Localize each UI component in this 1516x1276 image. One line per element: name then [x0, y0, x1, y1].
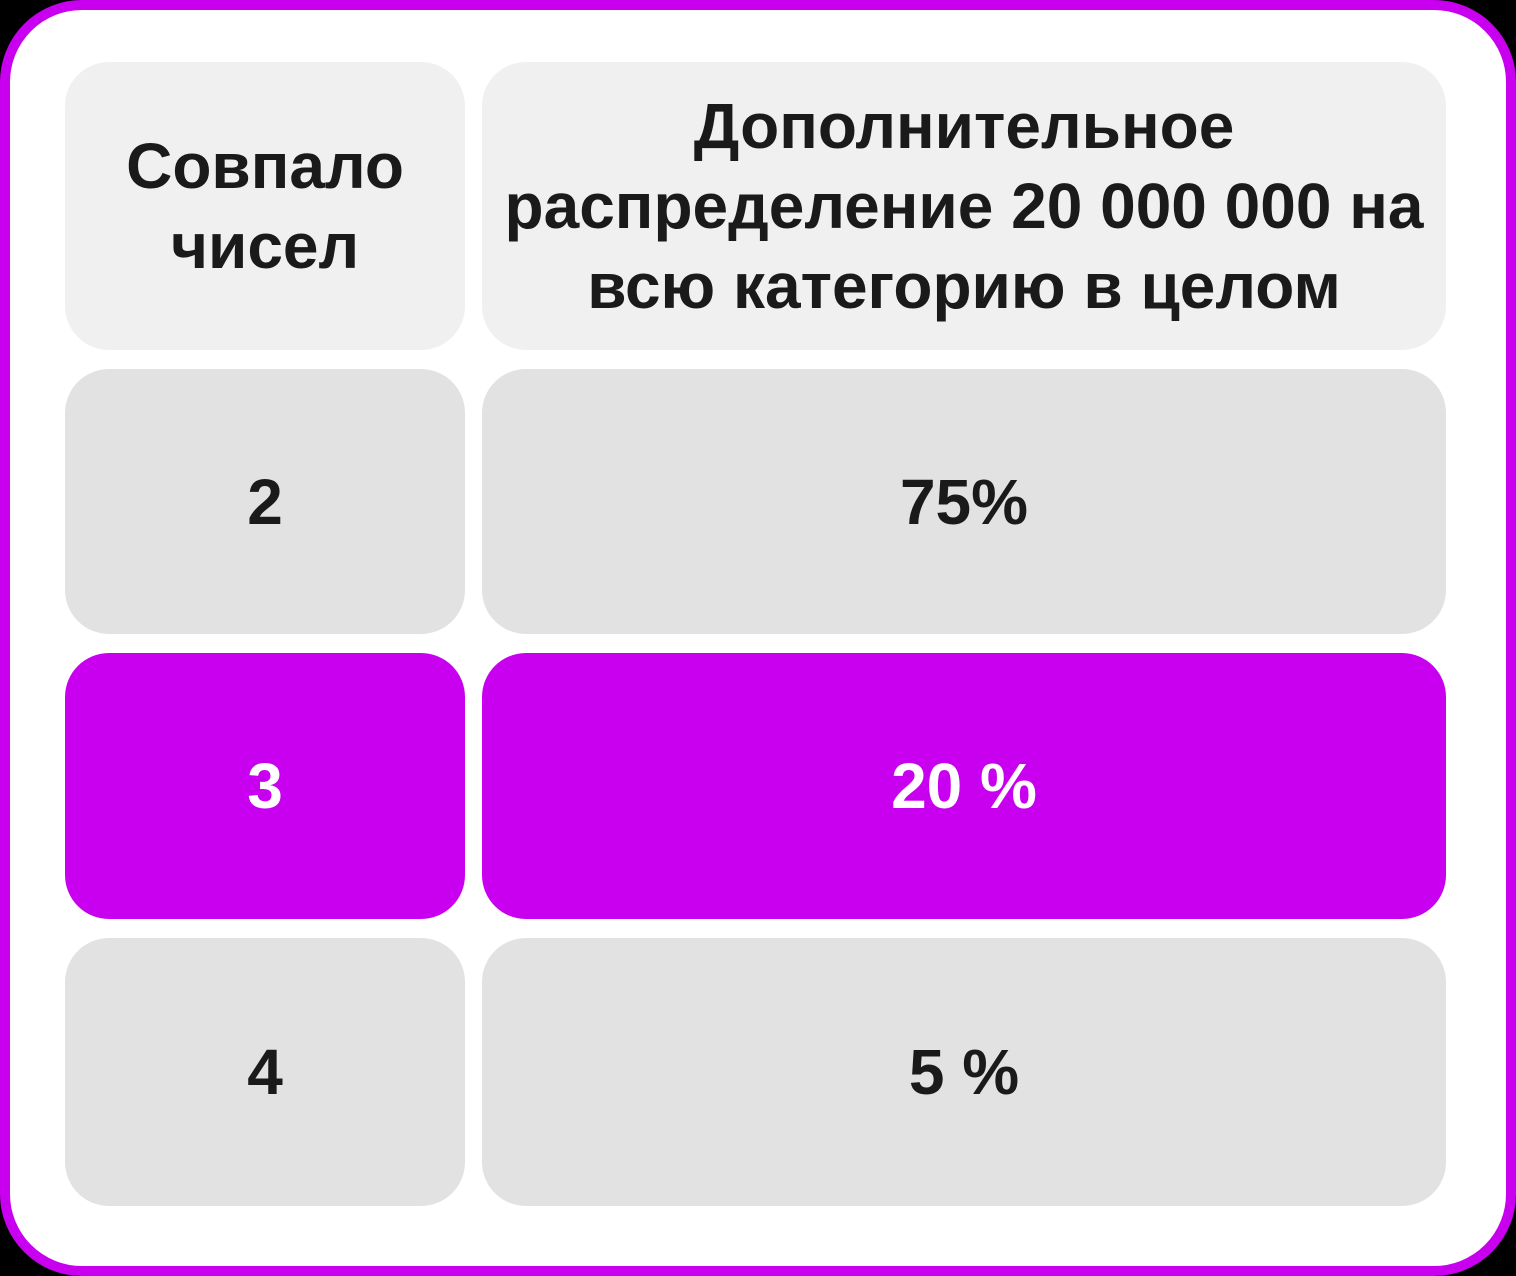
- header-matched-line: чисел: [170, 210, 360, 282]
- header-matched-line: Совпало: [126, 130, 404, 202]
- matched-cell-row-2: 3: [65, 653, 465, 919]
- share-cell-row-1: 75%: [482, 369, 1446, 634]
- share-value: 75%: [899, 465, 1029, 538]
- header-distribution-line: распределение 20 000 000 на: [504, 170, 1424, 242]
- matched-cell-row-1: 2: [65, 369, 465, 634]
- share-value: 20 %: [891, 750, 1037, 822]
- header-distribution-line: Дополнительное: [693, 90, 1235, 162]
- matched-cell-row-3: 4: [65, 938, 465, 1206]
- header-distribution-line: всю категорию в целом: [587, 250, 1341, 322]
- matched-value: 4: [247, 1036, 283, 1108]
- matched-value: 3: [247, 750, 283, 822]
- header-distribution: Дополнительное распределение 20 000 000 …: [482, 62, 1446, 350]
- share-value: 5 %: [908, 1036, 1020, 1108]
- prize-distribution-table: Совпало чисел Дополнительное распределен…: [65, 62, 1446, 1206]
- header-matched-numbers: Совпало чисел: [65, 62, 465, 350]
- matched-value: 2: [247, 465, 283, 538]
- share-cell-row-3: 5 %: [482, 938, 1446, 1206]
- share-cell-row-2: 20 %: [482, 653, 1446, 919]
